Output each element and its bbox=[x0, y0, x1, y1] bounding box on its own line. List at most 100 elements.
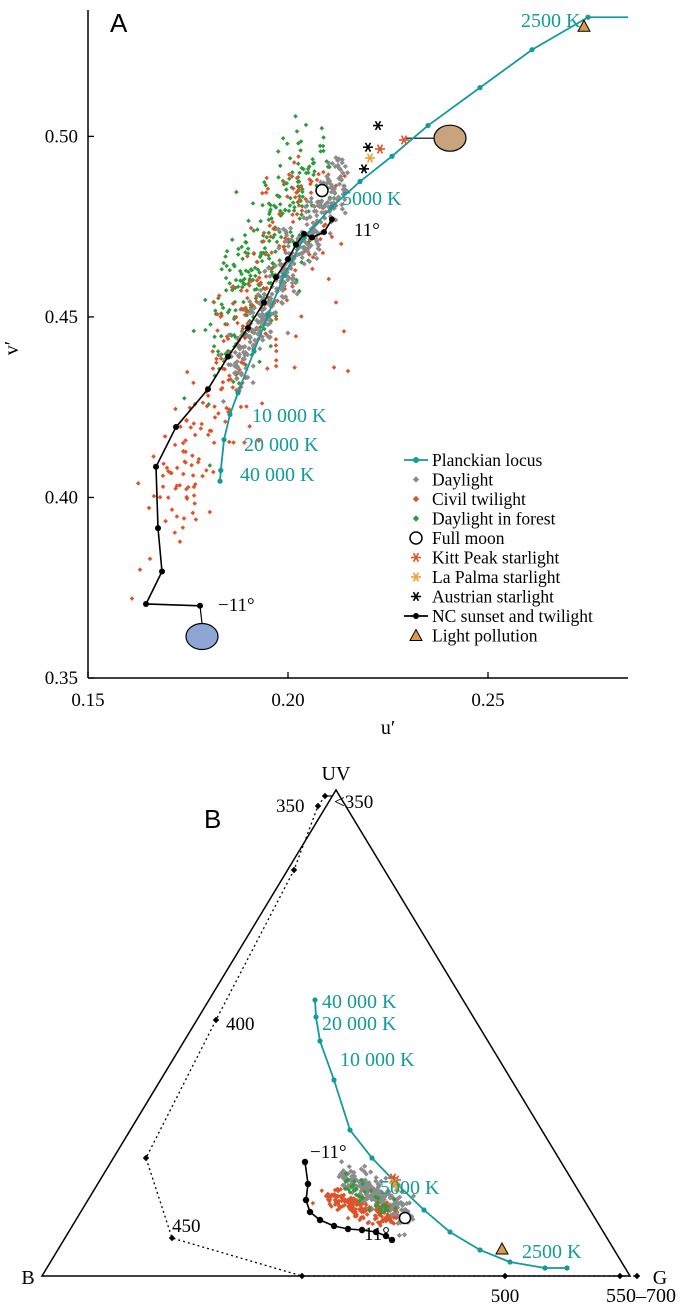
civil-twilight-point bbox=[309, 179, 314, 184]
daylight-point bbox=[314, 237, 320, 244]
daylight-point bbox=[324, 173, 330, 179]
daylight-point bbox=[342, 163, 349, 170]
spectral-point bbox=[168, 1234, 176, 1242]
civil-twilight-point bbox=[200, 400, 206, 406]
civil-twilight-point bbox=[221, 338, 227, 344]
ternary-daylight-point bbox=[361, 1168, 367, 1175]
civil-twilight-point bbox=[239, 306, 245, 312]
civil-twilight-point bbox=[160, 473, 166, 479]
daylight-point bbox=[244, 352, 251, 358]
civil-twilight-point bbox=[208, 428, 214, 434]
forest-point bbox=[277, 258, 282, 263]
forest-point bbox=[243, 362, 248, 368]
nc-point bbox=[159, 568, 165, 575]
daylight-point bbox=[235, 364, 241, 370]
civil-twilight-point bbox=[285, 194, 290, 199]
nc-point bbox=[301, 230, 307, 237]
daylight-point bbox=[308, 242, 314, 248]
spectral-point bbox=[290, 866, 298, 874]
vertex-g: G bbox=[653, 1267, 667, 1289]
ternary-twilight-point bbox=[344, 1199, 350, 1205]
daylight-point bbox=[276, 245, 282, 251]
forest-point bbox=[231, 262, 236, 267]
daylight-point bbox=[265, 333, 271, 339]
civil-twilight-point bbox=[211, 469, 216, 475]
civil-twilight-point bbox=[199, 421, 205, 427]
legend-item: Civil twilight bbox=[412, 489, 526, 509]
ternary-daylight-point bbox=[381, 1194, 388, 1200]
ternary-daylight-point bbox=[377, 1192, 384, 1199]
civil-twilight-point bbox=[146, 505, 152, 511]
daylight-point bbox=[331, 186, 338, 192]
civil-twilight-point bbox=[276, 243, 282, 249]
civil-twilight-point bbox=[273, 363, 279, 369]
civil-twilight-point bbox=[180, 471, 186, 477]
daylight-point bbox=[291, 288, 297, 294]
nc-point bbox=[153, 463, 159, 470]
daylight-point bbox=[328, 181, 334, 188]
forest-point bbox=[306, 209, 311, 214]
daylight-point bbox=[269, 291, 275, 297]
y-tick-label: 0.35 bbox=[45, 668, 78, 689]
vertex-uv: UV bbox=[322, 763, 351, 785]
ternary-planckian-point bbox=[542, 1265, 548, 1271]
asterisk-stroke bbox=[412, 552, 420, 563]
forest-point bbox=[232, 299, 238, 305]
daylight-point bbox=[340, 186, 346, 193]
forest-point bbox=[276, 175, 281, 180]
ternary-twilight-point bbox=[373, 1207, 379, 1213]
civil-twilight-point bbox=[235, 320, 240, 326]
civil-twilight-point bbox=[169, 507, 175, 513]
forest-point bbox=[269, 216, 274, 221]
ternary-forest-point bbox=[343, 1171, 349, 1176]
daylight-point bbox=[286, 250, 292, 257]
daylight-point bbox=[344, 188, 350, 194]
forest-point bbox=[289, 185, 295, 190]
daylight-point bbox=[339, 160, 345, 166]
civil-twilight-point bbox=[218, 356, 224, 361]
legend-item: Light pollution bbox=[409, 626, 538, 646]
legend-label: NC sunset and twilight bbox=[432, 606, 593, 626]
forest-point bbox=[270, 265, 276, 270]
ternary-forest-point bbox=[360, 1195, 366, 1200]
daylight-point bbox=[259, 318, 265, 325]
civil-twilight-point bbox=[342, 173, 348, 179]
civil-twilight-point bbox=[227, 373, 232, 379]
y-axis-title: v′ bbox=[1, 341, 23, 355]
ternary-daylight-point bbox=[397, 1194, 403, 1200]
ternary-nc-point bbox=[304, 1180, 312, 1188]
civil-twilight-point bbox=[263, 251, 268, 257]
spectral-point bbox=[298, 1272, 306, 1280]
civil-twilight-point bbox=[230, 385, 236, 390]
legend-item: Daylight in forest bbox=[412, 509, 556, 529]
civil-twilight-point bbox=[273, 357, 279, 363]
civil-twilight-point bbox=[210, 349, 216, 354]
forest-point bbox=[266, 253, 271, 258]
civil-twilight-point bbox=[263, 190, 269, 195]
ternary-daylight-point bbox=[372, 1188, 378, 1195]
legend-swatch-triangle bbox=[409, 628, 423, 641]
forest-point bbox=[211, 344, 217, 349]
legend-label: Full moon bbox=[432, 528, 505, 548]
ternary-daylight-point bbox=[384, 1188, 391, 1195]
forest-point bbox=[295, 161, 301, 167]
ternary-forest-point bbox=[362, 1189, 367, 1195]
ternary-forest-point bbox=[374, 1195, 379, 1200]
daylight-point bbox=[240, 344, 246, 350]
forest-point bbox=[266, 201, 272, 206]
civil-twilight-point bbox=[211, 300, 217, 305]
panel-b-letter: B bbox=[204, 804, 221, 834]
civil-twilight-point bbox=[264, 285, 270, 291]
daylight-point bbox=[257, 346, 263, 352]
daylight-point bbox=[290, 272, 296, 278]
civil-twilight-point bbox=[298, 183, 304, 189]
panel-a: A 0.15 0.20 0.25 0.35 0.40 0.45 0.50 u′ v′ 250… bbox=[1, 8, 628, 739]
daylight-point bbox=[303, 209, 309, 215]
forest-point bbox=[286, 176, 292, 182]
planckian-point bbox=[529, 47, 535, 53]
daylight-point bbox=[234, 342, 240, 348]
ternary-forest-point bbox=[393, 1205, 398, 1211]
daylight-point bbox=[318, 200, 324, 206]
forest-point bbox=[212, 334, 217, 340]
